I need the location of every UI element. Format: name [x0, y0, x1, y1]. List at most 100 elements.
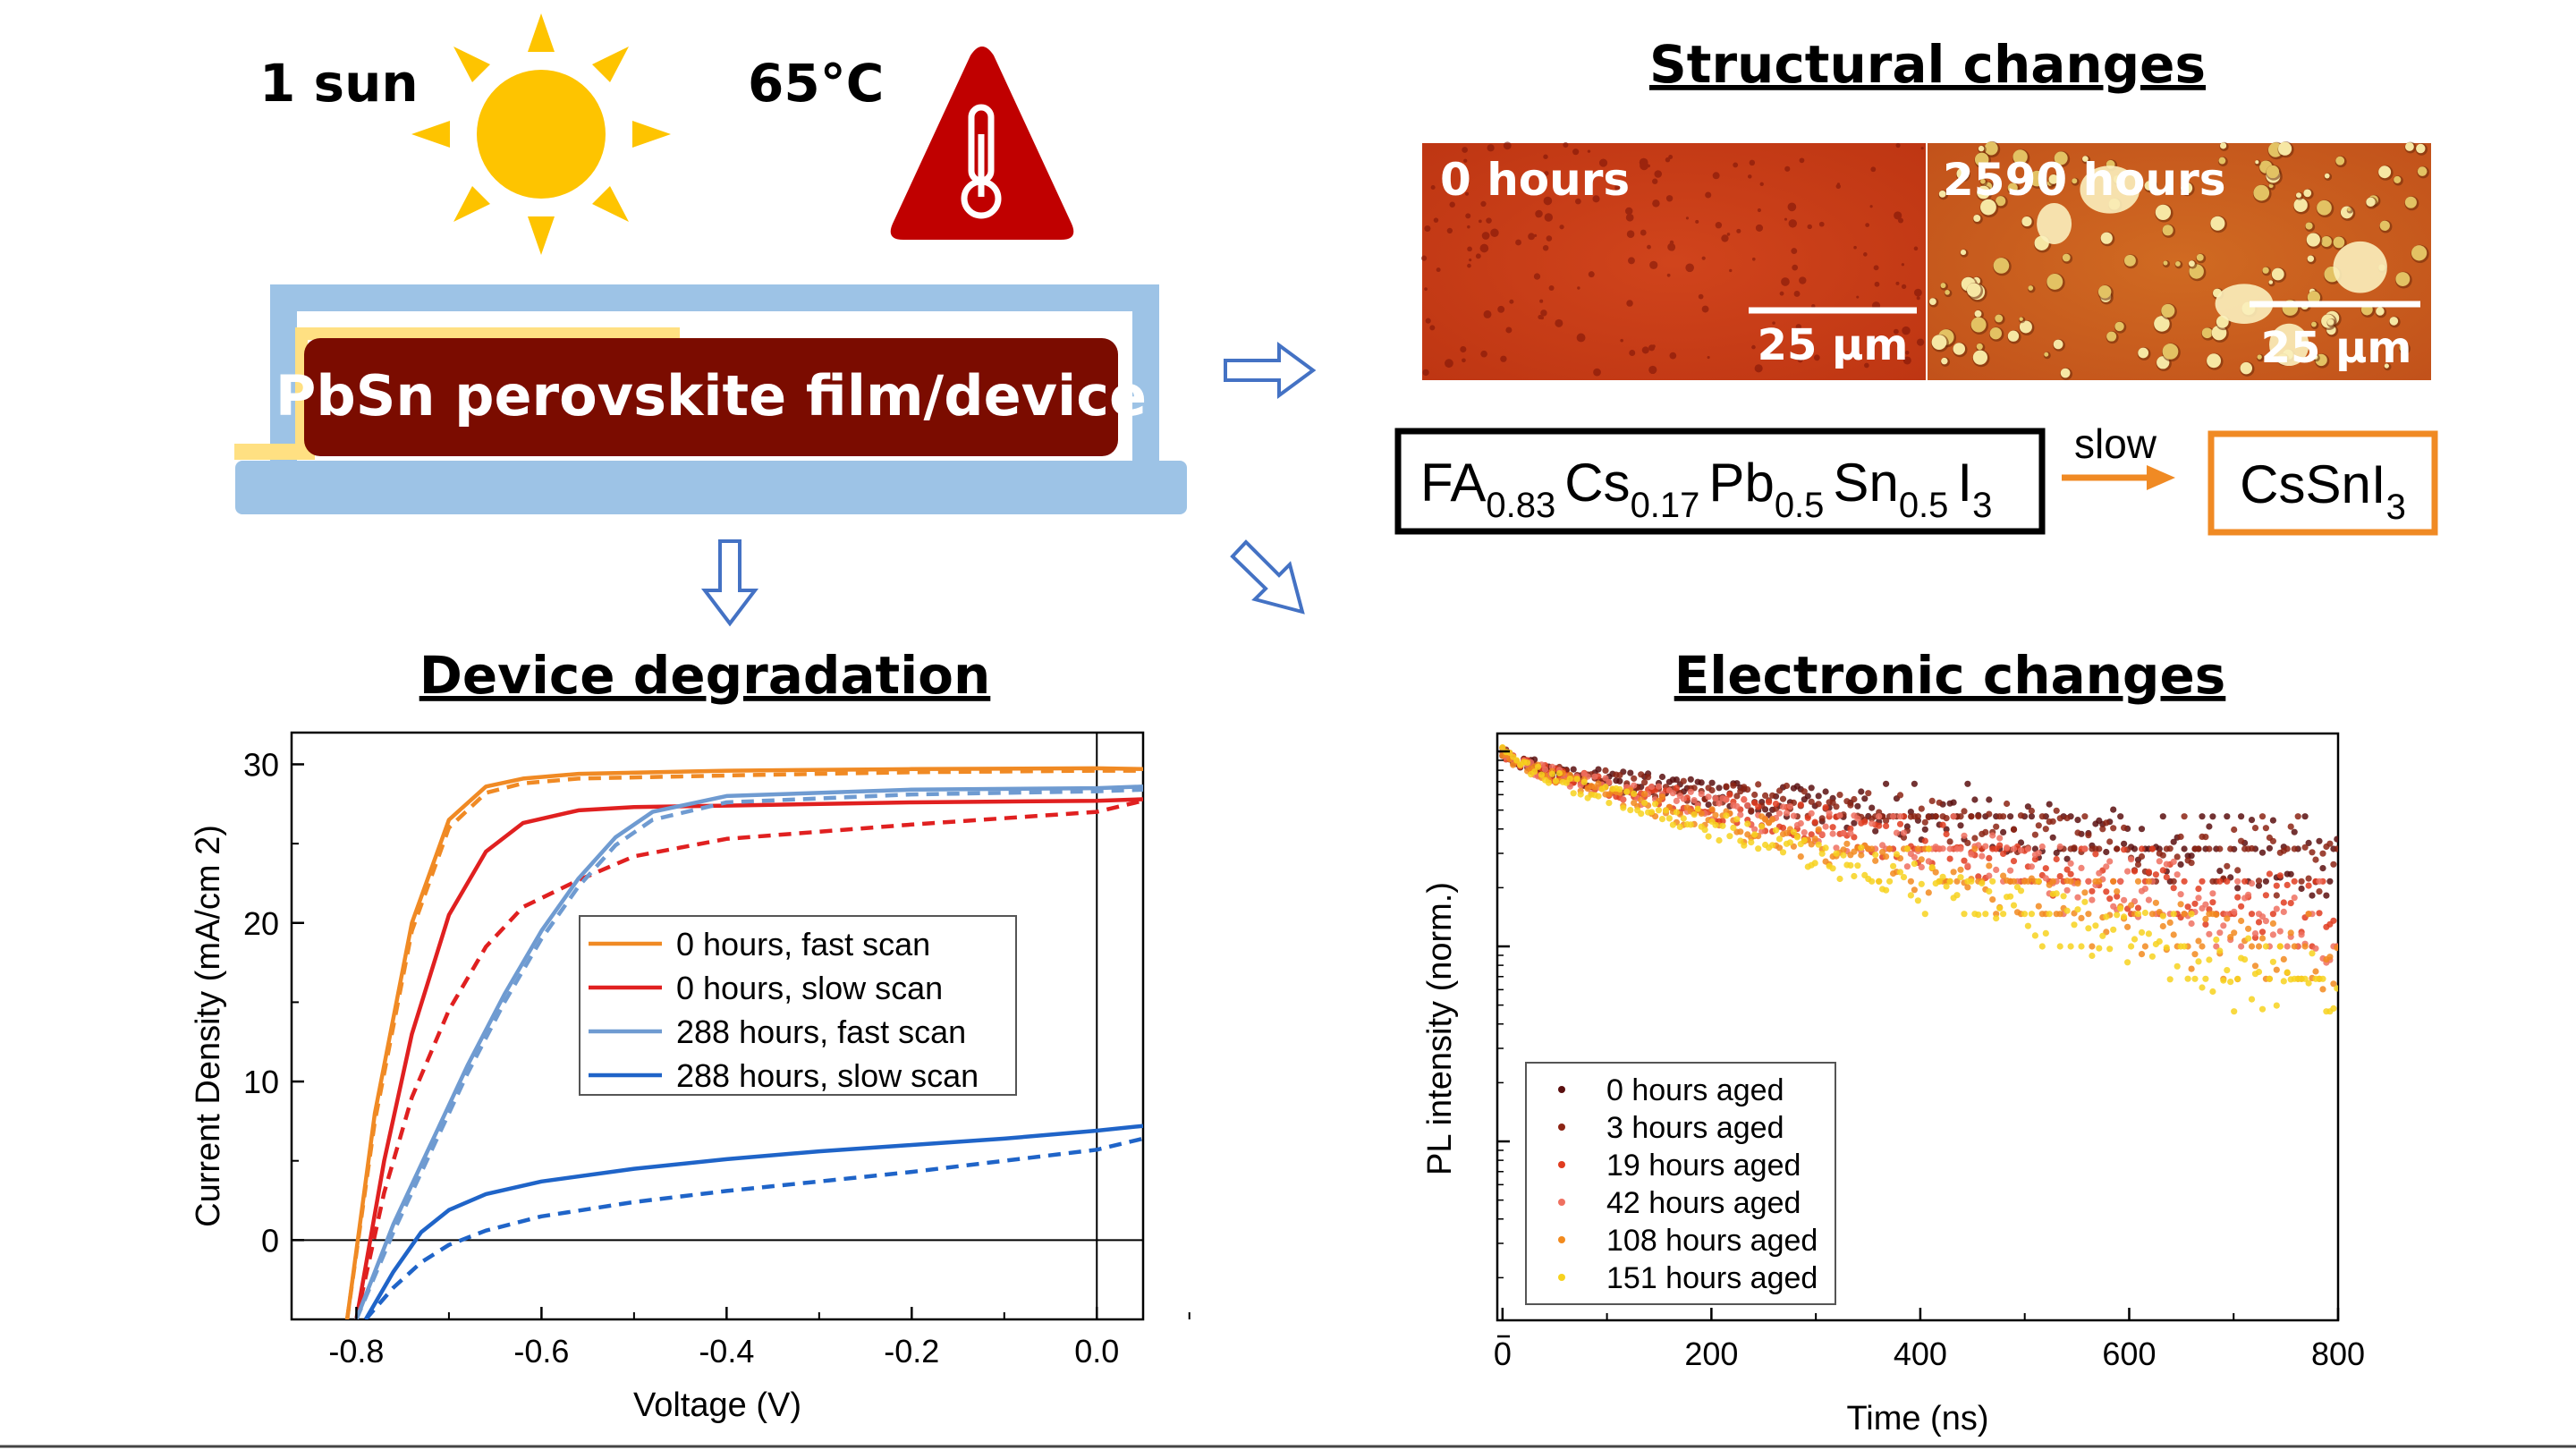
grain	[2366, 197, 2376, 208]
pl-point	[2181, 943, 2188, 950]
pl-point	[2117, 905, 2124, 912]
speck	[1533, 233, 1538, 238]
pl-point	[1914, 813, 1921, 820]
speck	[1669, 240, 1674, 245]
pl-point	[1744, 801, 1751, 809]
grain	[1941, 357, 1948, 365]
grain	[2123, 254, 2136, 267]
pl-point	[1744, 786, 1751, 793]
pl-point	[1879, 848, 1886, 856]
speck	[1543, 196, 1553, 206]
pl-point	[2248, 817, 2256, 824]
pl-point	[2298, 878, 2305, 885]
pl-legend-label: 108 hours aged	[1606, 1224, 1818, 1258]
pl-point	[1751, 831, 1758, 838]
pl-point	[2010, 826, 2018, 834]
speck	[1546, 235, 1553, 242]
pl-point	[2273, 892, 2280, 899]
pl-point	[2206, 906, 2213, 913]
pl-point	[1779, 803, 1787, 810]
pl-point	[2110, 806, 2117, 813]
pl-chart: 0 200 400 600 800 Time (ns) PL intensity (no…	[1421, 732, 2365, 1437]
pl-point	[2000, 813, 2007, 820]
grain	[1980, 178, 1986, 184]
pl-point	[1957, 874, 1964, 881]
speck	[1483, 310, 1492, 318]
pl-point	[1968, 878, 1975, 885]
pl-point	[1712, 811, 1719, 818]
speck	[1577, 286, 1580, 290]
pl-point	[2007, 867, 2014, 874]
grain	[2262, 267, 2269, 274]
pl-point	[2291, 943, 2298, 950]
pl-point	[2181, 813, 2188, 820]
pl-point	[1638, 810, 1645, 818]
pl-point	[1883, 817, 1890, 825]
speck	[1863, 252, 1868, 257]
speck	[1649, 260, 1658, 269]
pl-point	[2117, 813, 2124, 820]
speck	[1818, 221, 1825, 227]
grain	[1956, 167, 1969, 180]
pl-point	[2017, 812, 2025, 819]
pl-point	[1868, 804, 1876, 811]
pl-point	[2028, 911, 2035, 918]
pl-point	[1914, 897, 1921, 904]
pl-point	[1950, 813, 1957, 820]
speck	[1467, 246, 1472, 252]
speck	[1627, 257, 1635, 265]
speck	[1894, 211, 1902, 220]
pl-point	[2028, 807, 2035, 815]
pl-point	[2121, 846, 2128, 853]
pl-point	[2224, 915, 2231, 922]
speck	[1705, 191, 1712, 199]
pl-point	[1822, 823, 1829, 830]
pl-point	[1673, 776, 1680, 784]
slow-label: slow	[2074, 420, 2157, 467]
pl-point	[2010, 878, 2018, 885]
grain	[2219, 142, 2227, 149]
pl-point	[2330, 917, 2337, 924]
pl-point	[2121, 896, 2128, 903]
pl-point	[2096, 878, 2103, 885]
pl-point	[2024, 845, 2031, 852]
pl-point	[2245, 891, 2252, 898]
speck	[1779, 291, 1784, 296]
pl-point	[2280, 899, 2287, 906]
pl-point	[2234, 878, 2241, 885]
pl-point	[2199, 984, 2206, 991]
speck	[1490, 228, 1499, 237]
speck	[1467, 225, 1470, 229]
pl-point	[1950, 799, 1957, 806]
pl-point	[2206, 930, 2213, 937]
pl-point	[1741, 842, 1748, 849]
pl-point	[1723, 796, 1730, 803]
pl-point	[2287, 823, 2294, 830]
speck	[1587, 149, 1591, 153]
pl-point	[1993, 866, 2000, 874]
grain	[2196, 253, 2204, 261]
speck	[1424, 287, 1428, 291]
pl-point	[2262, 918, 2269, 925]
speck	[1620, 338, 1624, 343]
speck	[1726, 233, 1731, 236]
pl-point	[1847, 830, 1854, 837]
pl-point	[1986, 862, 1993, 869]
pl-point	[2074, 894, 2081, 901]
pl-point	[2298, 931, 2305, 938]
pl-point	[2138, 929, 2146, 936]
pl-point	[2326, 954, 2334, 961]
pl-point	[2096, 869, 2103, 877]
pl-point	[1779, 795, 1787, 802]
pl-point	[2114, 893, 2121, 900]
pl-point	[2110, 825, 2117, 832]
pl-point	[2269, 931, 2276, 938]
speck	[1463, 180, 1470, 186]
pl-point	[2238, 917, 2245, 925]
pl-point	[2269, 817, 2276, 824]
grain	[2266, 165, 2280, 179]
grain	[2175, 260, 2181, 267]
pl-point	[2334, 835, 2338, 843]
pl-point	[2273, 966, 2280, 973]
speck	[1462, 147, 1469, 153]
